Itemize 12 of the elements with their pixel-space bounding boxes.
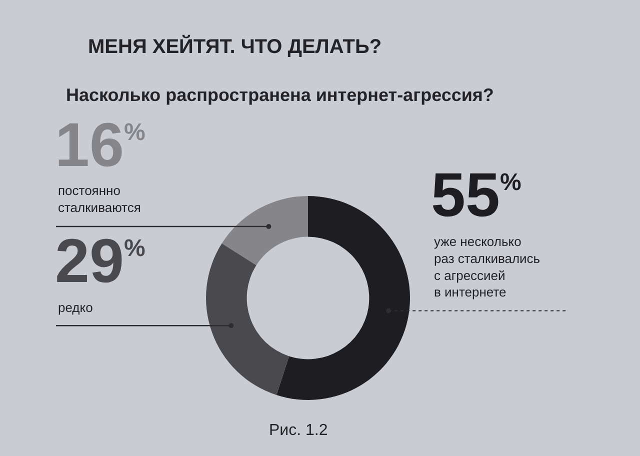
data-label: 29$^{%}$ xyxy=(55,227,146,296)
chart-subtitle: Насколько распространена интернет-агрессия? xyxy=(66,85,494,105)
donut-slice xyxy=(206,243,290,396)
donut-slice xyxy=(276,196,410,400)
chart-title: МЕНЯ ХЕЙТЯТ. ЧТО ДЕЛАТЬ? xyxy=(88,34,382,58)
text: Рис. 1.2 xyxy=(269,422,328,439)
slice-label: постоянно сталкиваются xyxy=(58,183,141,215)
slice-label: редко xyxy=(58,300,93,315)
data-label: 16$^{%}$ xyxy=(55,111,146,180)
donut-slice xyxy=(222,196,308,266)
data-label: 55$^{%}$ xyxy=(431,161,522,230)
slice-label: уже несколько раз сталкивались с агрессией в интернете xyxy=(434,234,540,300)
